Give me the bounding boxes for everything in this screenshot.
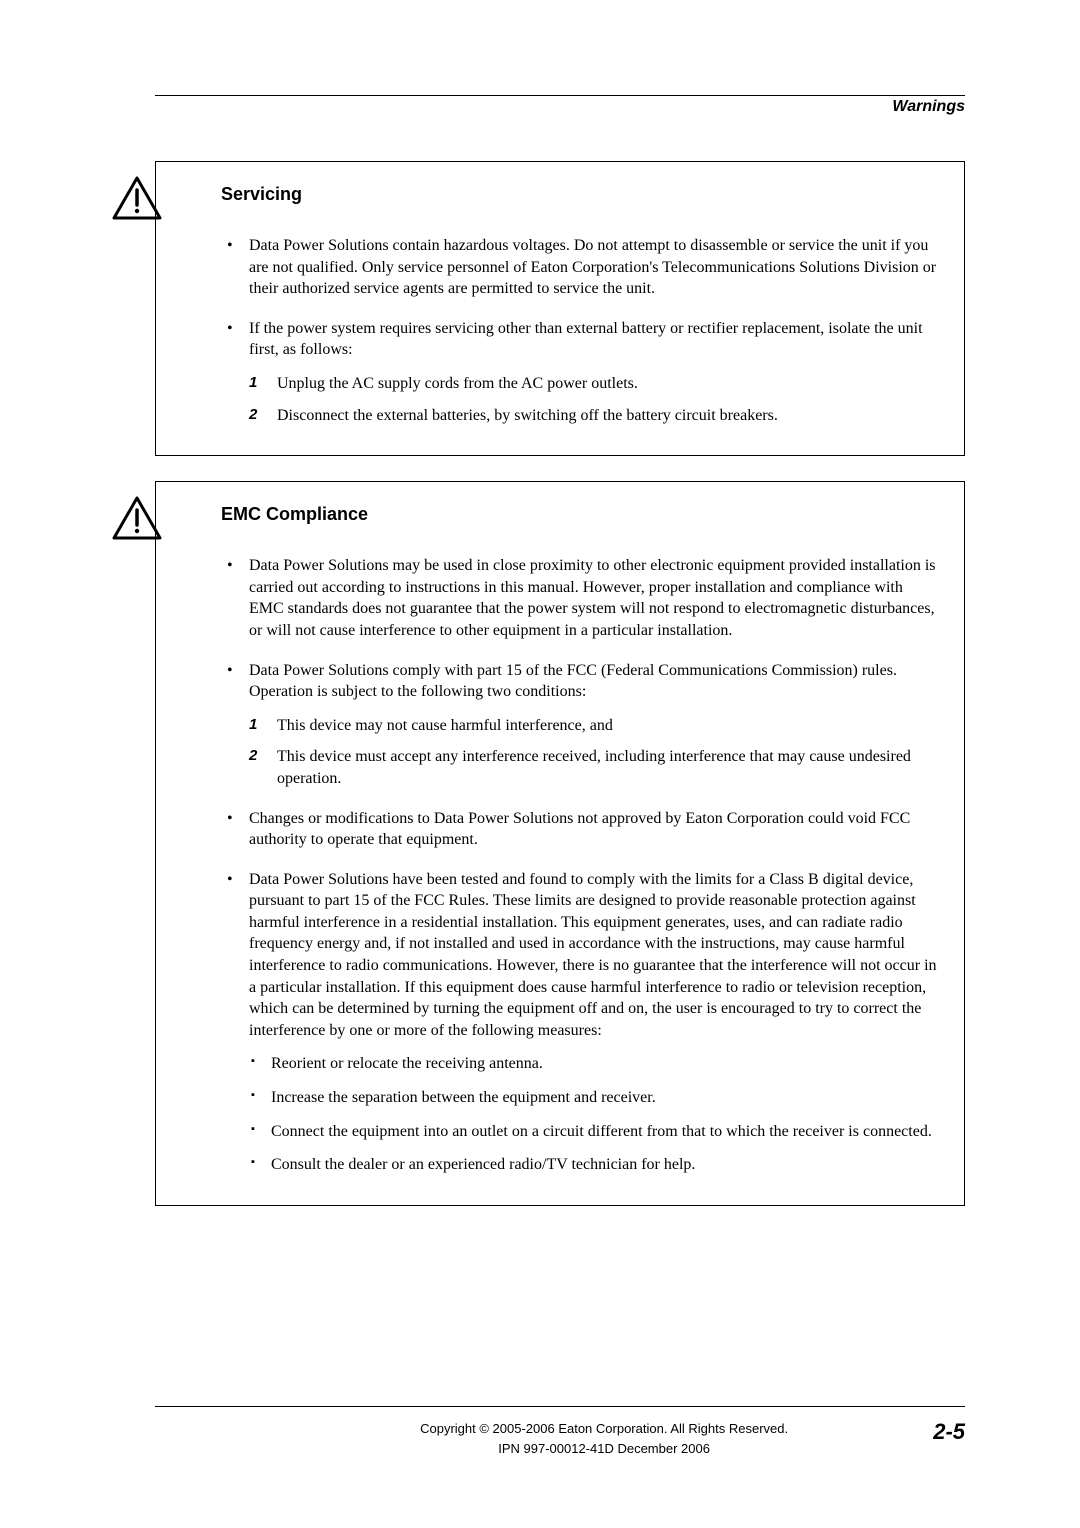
square-item: Increase the separation between the equi… bbox=[249, 1087, 939, 1109]
numbered-text: Disconnect the external batteries, by sw… bbox=[277, 407, 778, 424]
numbered-list: 1 Unplug the AC supply cords from the AC … bbox=[249, 373, 939, 426]
numbered-text: This device must accept any interference… bbox=[277, 748, 911, 787]
section-title: EMC Compliance bbox=[221, 504, 939, 525]
item-number: 1 bbox=[249, 373, 257, 393]
bullet-item: If the power system requires servicing o… bbox=[221, 318, 939, 426]
bullet-item: Data Power Solutions contain hazardous v… bbox=[221, 235, 939, 300]
square-text: Connect the equipment into an outlet on … bbox=[271, 1123, 932, 1140]
bullet-item: Data Power Solutions have been tested an… bbox=[221, 869, 939, 1176]
numbered-text: Unplug the AC supply cords from the AC p… bbox=[277, 375, 638, 392]
bullet-item: Changes or modifications to Data Power S… bbox=[221, 808, 939, 851]
footer: Copyright © 2005-2006 Eaton Corporation.… bbox=[155, 1406, 965, 1458]
square-item: Reorient or relocate the receiving anten… bbox=[249, 1053, 939, 1075]
docinfo-text: IPN 997-00012-41D December 2006 bbox=[275, 1439, 933, 1459]
warning-triangle-icon bbox=[111, 175, 163, 221]
bullet-text: Changes or modifications to Data Power S… bbox=[249, 810, 910, 849]
footer-center: Copyright © 2005-2006 Eaton Corporation.… bbox=[275, 1419, 933, 1458]
header-rule bbox=[155, 95, 965, 96]
bullet-item: Data Power Solutions comply with part 15… bbox=[221, 660, 939, 790]
square-item: Consult the dealer or an experienced rad… bbox=[249, 1154, 939, 1176]
numbered-item: 1 This device may not cause harmful inter… bbox=[249, 715, 939, 737]
footer-row: Copyright © 2005-2006 Eaton Corporation.… bbox=[155, 1419, 965, 1458]
numbered-item: 1 Unplug the AC supply cords from the AC … bbox=[249, 373, 939, 395]
footer-rule bbox=[155, 1406, 965, 1407]
header-label: Warnings bbox=[155, 98, 965, 116]
numbered-list: 1 This device may not cause harmful inter… bbox=[249, 715, 939, 790]
bullet-text: Data Power Solutions contain hazardous v… bbox=[249, 237, 936, 297]
item-number: 2 bbox=[249, 405, 257, 425]
item-number: 1 bbox=[249, 715, 257, 735]
numbered-text: This device may not cause harmful interf… bbox=[277, 717, 613, 734]
warning-triangle-icon bbox=[111, 495, 163, 541]
square-list: Reorient or relocate the receiving anten… bbox=[249, 1053, 939, 1175]
bullet-text: Data Power Solutions have been tested an… bbox=[249, 871, 937, 1039]
page-container: Warnings Servicing Data Power Solutions … bbox=[0, 0, 1080, 1291]
square-text: Increase the separation between the equi… bbox=[271, 1089, 656, 1106]
bullet-list: Data Power Solutions may be used in clos… bbox=[221, 555, 939, 1176]
numbered-item: 2 Disconnect the external batteries, by s… bbox=[249, 405, 939, 427]
warning-box-emc: EMC Compliance Data Power Solutions may … bbox=[155, 481, 965, 1206]
bullet-text: If the power system requires servicing o… bbox=[249, 320, 923, 359]
square-text: Reorient or relocate the receiving anten… bbox=[271, 1055, 543, 1072]
warning-box-servicing: Servicing Data Power Solutions contain h… bbox=[155, 161, 965, 456]
bullet-text: Data Power Solutions may be used in clos… bbox=[249, 557, 936, 639]
numbered-item: 2 This device must accept any interferenc… bbox=[249, 746, 939, 789]
bullet-text: Data Power Solutions comply with part 15… bbox=[249, 662, 897, 701]
square-text: Consult the dealer or an experienced rad… bbox=[271, 1156, 695, 1173]
bullet-list: Data Power Solutions contain hazardous v… bbox=[221, 235, 939, 426]
item-number: 2 bbox=[249, 746, 257, 766]
section-title: Servicing bbox=[221, 184, 939, 205]
bullet-item: Data Power Solutions may be used in clos… bbox=[221, 555, 939, 641]
square-item: Connect the equipment into an outlet on … bbox=[249, 1121, 939, 1143]
page-number: 2-5 bbox=[933, 1419, 965, 1445]
copyright-text: Copyright © 2005-2006 Eaton Corporation.… bbox=[275, 1419, 933, 1439]
